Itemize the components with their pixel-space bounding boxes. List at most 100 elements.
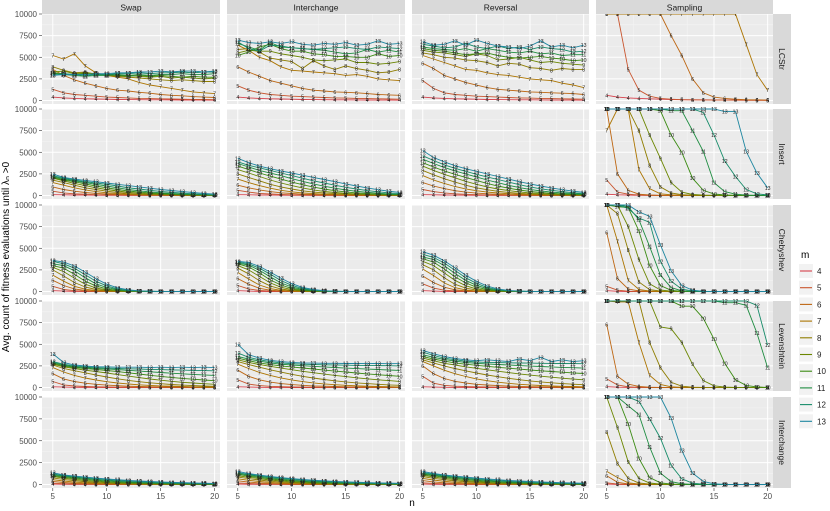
point-label: 4 [680, 482, 683, 488]
point-label: 13 [463, 475, 469, 481]
point-label: 9 [723, 385, 726, 391]
point-label: 4 [637, 96, 640, 102]
point-label: 6 [421, 479, 424, 485]
point-label: 8 [670, 191, 673, 197]
point-label: 8 [670, 380, 673, 386]
point-label: 13 [559, 358, 565, 364]
point-label: 8 [529, 290, 532, 296]
point-label: 9 [432, 168, 435, 174]
point-label: 5 [290, 94, 293, 100]
point-label: 8 [138, 192, 141, 198]
point-label: 12 [559, 47, 565, 53]
point-label: 6 [290, 383, 293, 389]
point-label: 9 [138, 289, 141, 295]
point-label: 9 [507, 57, 510, 63]
point-label: 8 [269, 56, 272, 62]
point-label: 10 [700, 316, 706, 322]
point-label: 5 [637, 482, 640, 488]
point-label: 9 [648, 481, 651, 487]
point-label: 9 [62, 365, 65, 371]
point-label: 11 [311, 364, 316, 370]
point-label: 9 [127, 374, 130, 380]
point-label: 8 [344, 380, 347, 386]
point-label: 5 [518, 96, 521, 102]
point-label: 12 [668, 107, 674, 113]
point-label: 12 [516, 361, 522, 367]
point-label: 10 [570, 482, 576, 488]
point-label: 8 [691, 290, 694, 296]
point-label: 9 [323, 481, 326, 487]
point-label: 10 [765, 385, 771, 391]
point-label: 8 [571, 482, 574, 488]
series-line-m12 [422, 42, 584, 53]
point-label: 6 [301, 86, 304, 92]
point-label: 5 [582, 385, 585, 391]
point-label: 5 [247, 190, 250, 196]
point-label: 5 [486, 482, 489, 488]
point-label: 11 [495, 288, 500, 294]
point-label: 7 [51, 54, 54, 60]
point-label: 8 [377, 193, 380, 199]
point-label: 5 [159, 482, 162, 488]
point-label: 6 [680, 386, 683, 392]
x-tick-label: 15 [156, 492, 165, 501]
point-label: 12 [604, 107, 610, 113]
point-label: 7 [496, 380, 499, 386]
point-label: 10 [625, 422, 631, 428]
point-label: 12 [722, 290, 728, 296]
point-label: 4 [464, 289, 467, 295]
point-label: 12 [386, 482, 392, 488]
point-label: 10 [300, 366, 306, 372]
point-label: 10 [604, 107, 610, 113]
point-label: 7 [723, 193, 726, 199]
point-label: 5 [766, 482, 769, 488]
point-label: 8 [290, 60, 293, 66]
point-label: 4 [766, 482, 769, 488]
point-label: 10 [82, 478, 88, 484]
point-label: 13 [397, 481, 403, 487]
point-label: 12 [538, 187, 544, 193]
point-label: 9 [745, 193, 748, 199]
point-label: 6 [766, 194, 769, 200]
point-label: 7 [323, 482, 326, 488]
point-label: 11 [235, 162, 240, 168]
y-tick-label: 7500 [19, 319, 37, 328]
point-label: 10 [50, 264, 56, 270]
point-label: 10 [354, 55, 360, 61]
point-label: 5 [366, 482, 369, 488]
point-label: 10 [420, 354, 426, 360]
point-label: 4 [529, 290, 532, 296]
point-label: 8 [648, 288, 651, 294]
point-label: 7 [51, 273, 54, 279]
point-label: 10 [246, 359, 252, 365]
point-label: 11 [722, 290, 727, 296]
point-label: 12 [169, 71, 175, 77]
panel-background [596, 205, 773, 295]
point-label: 11 [278, 281, 283, 287]
point-label: 9 [355, 482, 358, 488]
point-label: 12 [711, 299, 717, 305]
point-label: 12 [452, 358, 458, 364]
point-label: 9 [202, 290, 205, 296]
point-label: 5 [637, 289, 640, 295]
point-label: 5 [475, 482, 478, 488]
point-label: 4 [159, 98, 162, 104]
point-label: 5 [507, 385, 510, 391]
point-label: 8 [475, 59, 478, 65]
point-label: 6 [116, 192, 119, 198]
point-label: 4 [366, 290, 369, 296]
point-label: 9 [323, 189, 326, 195]
point-label: 7 [734, 193, 737, 199]
point-label: 11 [452, 48, 457, 54]
point-label: 7 [247, 367, 250, 373]
point-label: 9 [84, 368, 87, 374]
point-label: 7 [279, 288, 282, 294]
point-label: 6 [377, 193, 380, 199]
column-strip [42, 0, 220, 14]
point-label: 10 [452, 172, 458, 178]
point-label: 4 [745, 98, 748, 104]
y-tick-label: 7500 [19, 415, 37, 424]
point-label: 9 [213, 193, 216, 199]
point-label: 5 [312, 385, 315, 391]
